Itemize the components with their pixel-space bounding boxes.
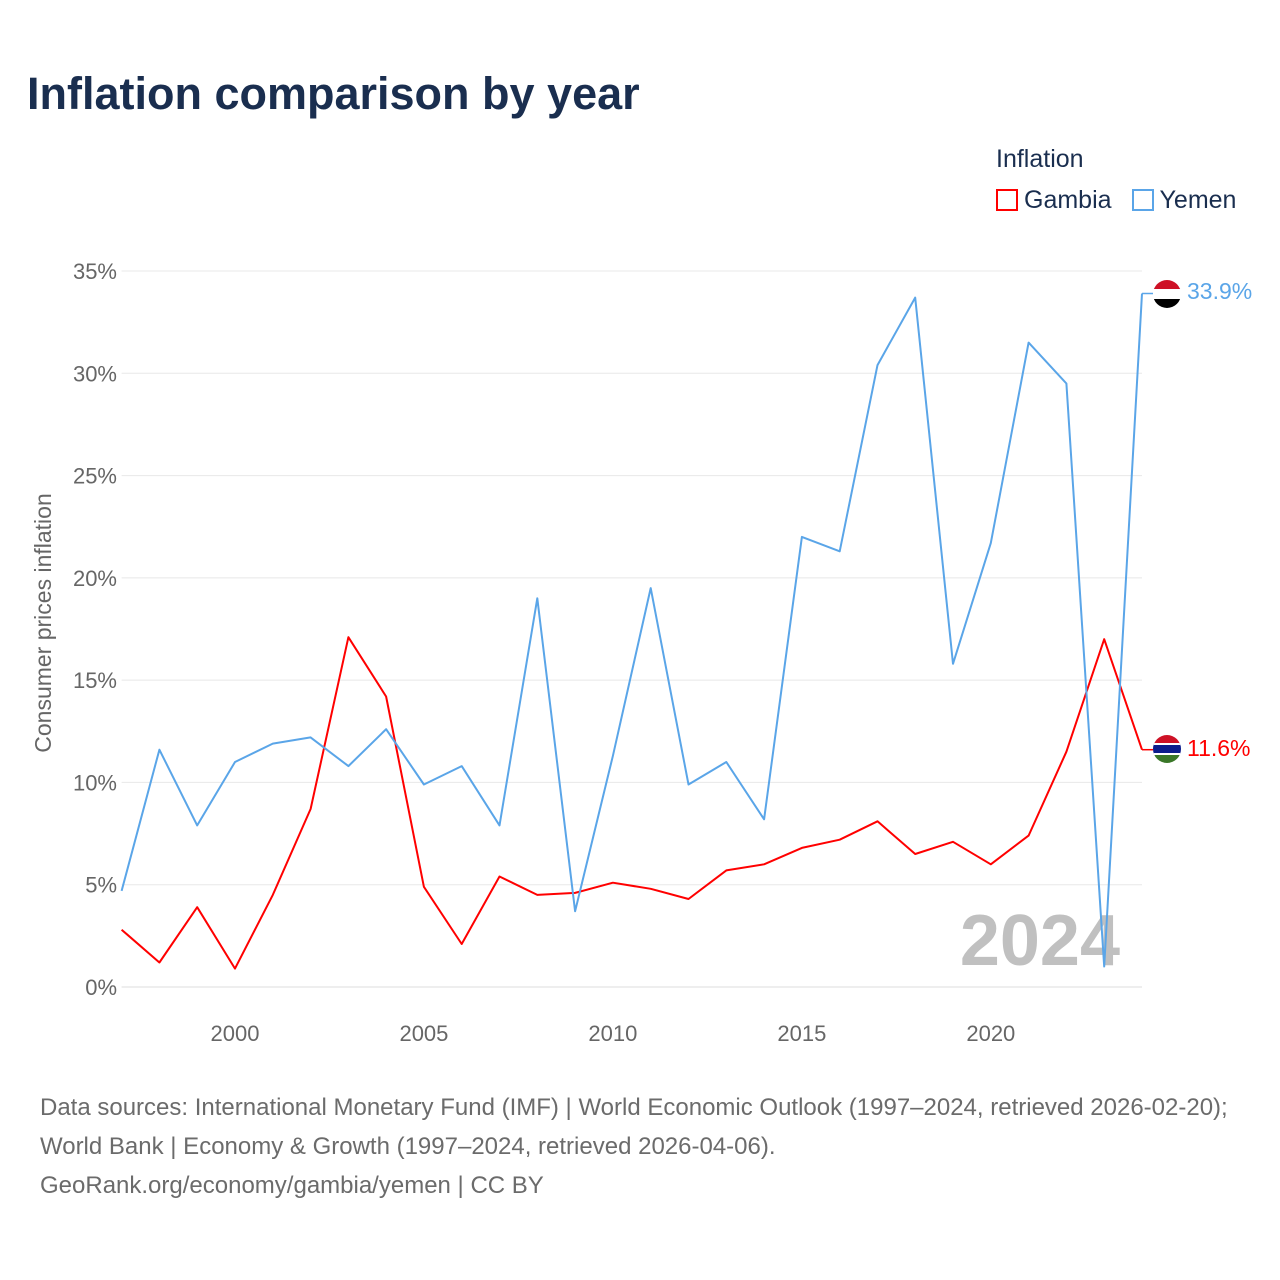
y-tick-label: 30% [73,361,117,386]
gambia-end-label: 11.6% [1187,735,1251,761]
legend-title: Inflation [996,145,1084,173]
gambia-flag [1153,735,1181,763]
legend-swatch-yemen [1131,189,1154,211]
footer: Data sources: International Monetary Fun… [40,1088,1250,1205]
y-tick-label: 35% [73,259,117,284]
yemen-flag [1153,280,1181,308]
y-tick-label: 20% [73,566,117,591]
x-tick-label: 2000 [211,1021,260,1046]
x-tick-label: 2010 [588,1021,637,1046]
x-tick-label: 2020 [966,1021,1015,1046]
y-tick-label: 0% [85,975,117,1000]
legend: Inflation Gambia Yemen [996,145,1236,215]
line-chart: 0% 5% 10% 15% 20% 25% 30% 35% 2000 2005 2010 2015 2… [30,259,1252,1046]
yemen-end-label: 33.9% [1187,278,1252,304]
x-tick-label: 2005 [399,1021,448,1046]
y-tick-label: 5% [85,873,117,898]
legend-item-gambia[interactable]: Gambia [996,186,1112,215]
legend-swatch-gambia [996,189,1018,211]
y-axis-label: Consumer prices inflation [30,493,56,753]
x-tick-label: 2015 [777,1021,826,1046]
y-tick-label: 10% [73,770,117,795]
year-watermark: 2024 [960,901,1120,981]
chart-title: Inflation comparison by year [27,68,640,119]
y-tick-label: 15% [73,668,117,693]
legend-item-yemen[interactable]: Yemen [1131,186,1236,215]
series-line-gambia [120,636,1143,970]
series-line-yemen [120,293,1143,968]
credit: GeoRank.org/economy/gambia/yemen | CC BY [40,1172,544,1199]
data-sources: Data sources: International Monetary Fun… [40,1094,1228,1160]
y-tick-label: 25% [73,464,117,489]
